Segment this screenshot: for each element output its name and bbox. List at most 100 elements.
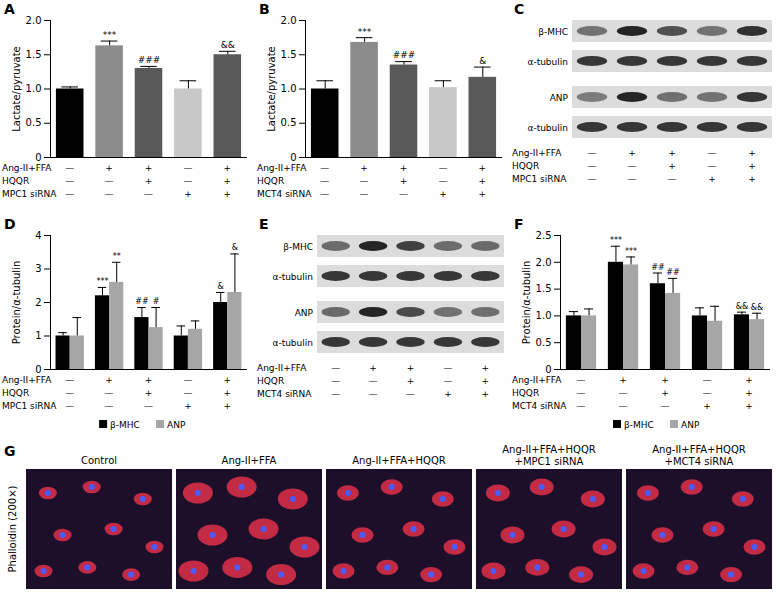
svg-text:MCT4 siRNA: MCT4 siRNA bbox=[512, 401, 567, 411]
svg-text:—: — bbox=[360, 176, 369, 186]
svg-text:—: — bbox=[708, 148, 717, 158]
svg-text:Lactate/pyruvate: Lactate/pyruvate bbox=[11, 46, 22, 132]
svg-text:—: — bbox=[577, 388, 586, 398]
svg-text:—: — bbox=[331, 389, 340, 399]
svg-text:—: — bbox=[105, 189, 114, 199]
svg-text:—: — bbox=[443, 376, 452, 386]
svg-text:Ang-II+FFA: Ang-II+FFA bbox=[257, 363, 307, 373]
svg-text:&: & bbox=[218, 282, 224, 291]
svg-text:+: + bbox=[745, 401, 753, 411]
svg-text:—: — bbox=[65, 401, 74, 411]
svg-text:—: — bbox=[588, 161, 597, 171]
svg-text:+: + bbox=[224, 401, 232, 411]
svg-text:+: + bbox=[105, 375, 113, 385]
svg-text:—: — bbox=[105, 388, 114, 398]
svg-text:Ang-II+FFA+HQQR: Ang-II+FFA+HQQR bbox=[502, 444, 595, 455]
svg-text:***: *** bbox=[610, 236, 622, 245]
svg-text:1.0: 1.0 bbox=[26, 83, 42, 94]
svg-text:—: — bbox=[399, 189, 408, 199]
svg-text:2.5: 2.5 bbox=[536, 230, 552, 241]
svg-text:+: + bbox=[407, 376, 415, 386]
svg-text:+: + bbox=[661, 388, 669, 398]
svg-text:—: — bbox=[619, 388, 628, 398]
svg-text:Control: Control bbox=[81, 455, 117, 466]
svg-text:ANP: ANP bbox=[167, 420, 186, 430]
svg-text:—: — bbox=[105, 401, 114, 411]
svg-text:Ang-II+FFA: Ang-II+FFA bbox=[512, 375, 562, 385]
svg-text:***: *** bbox=[625, 247, 637, 256]
svg-text:***: *** bbox=[97, 277, 109, 286]
svg-text:+: + bbox=[400, 163, 408, 173]
svg-text:##: ## bbox=[135, 297, 149, 306]
svg-text:+: + bbox=[360, 163, 368, 173]
svg-text:—: — bbox=[320, 163, 329, 173]
svg-text:—: — bbox=[703, 388, 712, 398]
svg-text:ANP: ANP bbox=[295, 308, 314, 318]
svg-text:1.5: 1.5 bbox=[281, 49, 297, 60]
svg-text:+: + bbox=[703, 401, 711, 411]
svg-text:+: + bbox=[444, 389, 452, 399]
svg-text:HQQR: HQQR bbox=[512, 161, 539, 171]
svg-text:G: G bbox=[4, 443, 16, 459]
svg-text:MPC1 siRNA: MPC1 siRNA bbox=[2, 401, 57, 411]
svg-text:2.0: 2.0 bbox=[281, 15, 297, 26]
svg-text:***: *** bbox=[103, 30, 117, 40]
svg-text:α-tubulin: α-tubulin bbox=[527, 123, 568, 133]
svg-text:1.5: 1.5 bbox=[536, 283, 552, 294]
svg-text:Ang-II+FFA: Ang-II+FFA bbox=[257, 163, 307, 173]
svg-text:—: — bbox=[668, 174, 677, 184]
svg-text:2.0: 2.0 bbox=[26, 15, 42, 26]
svg-text:0: 0 bbox=[35, 152, 41, 163]
svg-text:2: 2 bbox=[35, 297, 41, 308]
svg-text:—: — bbox=[320, 189, 329, 199]
svg-text:+: + bbox=[482, 376, 490, 386]
svg-text:D: D bbox=[4, 216, 16, 232]
svg-text:Lactate/pyruvate: Lactate/pyruvate bbox=[266, 46, 277, 132]
svg-text:MCT4 siRNA: MCT4 siRNA bbox=[257, 189, 312, 199]
svg-text:+: + bbox=[482, 363, 490, 373]
svg-text:+: + bbox=[369, 363, 377, 373]
svg-text:+: + bbox=[145, 388, 153, 398]
svg-text:&&: && bbox=[751, 303, 763, 312]
svg-text:A: A bbox=[4, 1, 15, 17]
svg-text:&: & bbox=[479, 56, 486, 66]
svg-text:1.5: 1.5 bbox=[26, 49, 42, 60]
svg-text:—: — bbox=[577, 375, 586, 385]
svg-text:+: + bbox=[479, 176, 487, 186]
svg-text:+: + bbox=[184, 189, 192, 199]
svg-text:0.5: 0.5 bbox=[26, 117, 42, 128]
svg-text:+: + bbox=[224, 176, 232, 186]
svg-text:—: — bbox=[105, 176, 114, 186]
svg-text:3: 3 bbox=[35, 263, 41, 274]
svg-text:&&: && bbox=[736, 302, 748, 311]
svg-text:E: E bbox=[259, 216, 269, 232]
svg-text:Ang-II+FFA: Ang-II+FFA bbox=[2, 375, 52, 385]
svg-text:+: + bbox=[400, 176, 408, 186]
svg-text:+MPC1 siRNA: +MPC1 siRNA bbox=[515, 456, 584, 467]
svg-text:+: + bbox=[224, 163, 232, 173]
svg-text:MPC1 siRNA: MPC1 siRNA bbox=[2, 189, 57, 199]
svg-text:+: + bbox=[145, 375, 153, 385]
svg-text:+: + bbox=[482, 389, 490, 399]
svg-text:+: + bbox=[145, 176, 153, 186]
svg-text:##: ## bbox=[651, 263, 665, 272]
svg-text:MCT4 siRNA: MCT4 siRNA bbox=[257, 389, 312, 399]
svg-text:0: 0 bbox=[35, 364, 41, 375]
svg-text:β-MHC: β-MHC bbox=[624, 420, 654, 430]
svg-text:+: + bbox=[628, 148, 636, 158]
svg-text:1.0: 1.0 bbox=[281, 83, 297, 94]
svg-text:ANP: ANP bbox=[550, 93, 569, 103]
svg-text:Protein/α-tubulin: Protein/α-tubulin bbox=[11, 261, 22, 344]
svg-text:—: — bbox=[320, 176, 329, 186]
svg-text:—: — bbox=[619, 401, 628, 411]
svg-text:HQQR: HQQR bbox=[512, 388, 539, 398]
svg-text:+: + bbox=[224, 189, 232, 199]
svg-text:—: — bbox=[65, 189, 74, 199]
svg-text:0.5: 0.5 bbox=[281, 117, 297, 128]
svg-text:+: + bbox=[668, 161, 676, 171]
svg-text:#: # bbox=[153, 297, 160, 306]
svg-text:α-tubulin: α-tubulin bbox=[272, 272, 313, 282]
svg-text:Protein/α-tubulin: Protein/α-tubulin bbox=[521, 261, 532, 344]
svg-text:+: + bbox=[224, 375, 232, 385]
svg-text:—: — bbox=[703, 375, 712, 385]
